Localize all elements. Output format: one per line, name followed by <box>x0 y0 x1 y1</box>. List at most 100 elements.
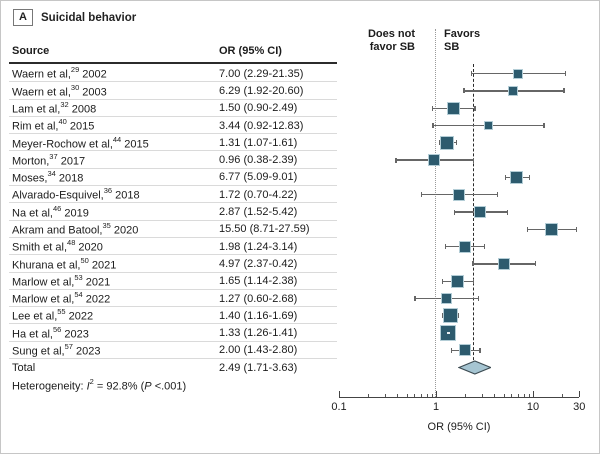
total-diamond <box>457 360 492 375</box>
x-axis-minor-tick <box>426 393 428 397</box>
row-separator <box>9 115 337 117</box>
ci-whisker-cap <box>451 347 453 353</box>
x-axis-minor-tick <box>517 393 519 397</box>
table-row: Morton,37 2017 0.96 (0.38-2.39) <box>1 151 599 169</box>
effect-size-marker <box>474 206 487 219</box>
or-ci-value: 2.00 (1.43-2.80) <box>219 344 298 357</box>
table-row: Na et al,46 2019 2.87 (1.52-5.42) <box>1 203 599 221</box>
or-ci-value: 6.77 (5.09-9.01) <box>219 171 298 184</box>
forest-plot-rows: Waern et al,29 2002 7.00 (2.29-21.35) Waer… <box>1 65 599 376</box>
heterogeneity-note: Heterogeneity: I2 = 92.8% (P <.001) <box>12 377 187 393</box>
or-ci-value: 1.33 (1.26-1.41) <box>219 327 298 340</box>
row-separator <box>9 306 337 308</box>
source-label: Ha et al,56 2023 <box>12 324 89 341</box>
table-row: Marlow et al,54 2022 1.27 (0.60-2.68) <box>1 290 599 308</box>
plot-cell <box>336 221 599 238</box>
reference-superscript: 55 <box>57 307 66 317</box>
ci-whisker-cap <box>432 123 434 129</box>
row-separator <box>9 81 337 83</box>
ci-whisker-cap <box>463 88 465 94</box>
x-axis-tick-label: 0.1 <box>331 401 347 413</box>
source-label: Waern et al,30 2003 <box>12 82 107 99</box>
reference-superscript: 53 <box>74 272 83 282</box>
reference-superscript: 30 <box>70 82 80 92</box>
reference-superscript: 46 <box>52 203 62 213</box>
i-squared-exponent: 2 <box>89 377 94 386</box>
effect-size-marker <box>544 222 558 236</box>
reference-superscript: 36 <box>103 186 113 196</box>
or-ci-value: 2.87 (1.52-5.42) <box>219 206 298 219</box>
x-axis-tick-label: 10 <box>526 401 540 413</box>
ci-whisker-cap <box>564 71 567 77</box>
ci-whisker-cap <box>441 278 443 284</box>
row-separator <box>9 150 337 152</box>
ci-whisker-cap <box>395 157 397 163</box>
reference-superscript: 50 <box>80 255 89 265</box>
ci-whisker-cap <box>496 192 498 198</box>
source-label: Total <box>12 361 36 374</box>
source-label: Waern et al,29 2002 <box>12 65 107 81</box>
or-ci-value: 3.44 (0.92-12.83) <box>219 119 304 132</box>
or-ci-value: 1.27 (0.60-2.68) <box>219 292 298 305</box>
x-axis-major-tick <box>436 391 438 397</box>
row-separator <box>9 271 337 273</box>
ci-whisker-cap <box>484 244 486 250</box>
table-row: Alvarado-Esquivel,36 2018 1.72 (0.70-4.22… <box>1 186 599 204</box>
effect-size-marker <box>442 308 458 324</box>
source-label: Lee et al,55 2022 <box>12 307 94 324</box>
or-ci-value: 1.72 (0.70-4.22) <box>219 188 298 201</box>
row-separator <box>9 98 337 100</box>
source-label: Rim et al,40 2015 <box>12 117 95 133</box>
table-header-rule <box>9 62 337 64</box>
ci-whisker-cap <box>474 105 476 111</box>
reference-superscript: 29 <box>70 65 80 75</box>
x-axis-line <box>339 397 580 399</box>
plot-header-left-line2: favor SB <box>369 41 415 53</box>
reference-superscript: 35 <box>102 220 111 230</box>
table-row: Akram and Batool,35 2020 15.50 (8.71-27.5… <box>1 220 599 238</box>
source-label: Na et al,46 2019 <box>12 203 89 220</box>
reference-superscript: 54 <box>74 290 83 300</box>
reference-superscript: 32 <box>60 99 69 109</box>
ci-whisker-cap <box>528 174 530 180</box>
row-separator <box>9 202 337 204</box>
effect-size-marker <box>452 188 465 201</box>
reference-superscript: 34 <box>47 169 56 179</box>
column-header-source: Source <box>12 45 50 57</box>
plot-header-favors-sb: Favors SB <box>444 28 514 54</box>
ci-whisker-cap <box>445 244 447 250</box>
reference-superscript: 57 <box>64 342 73 352</box>
or-ci-value: 1.50 (0.90-2.49) <box>219 102 298 115</box>
ci-whisker-cap <box>543 123 545 129</box>
plot-cell <box>336 359 599 376</box>
row-separator <box>9 254 337 256</box>
panel-title: Suicidal behavior <box>41 11 137 24</box>
x-axis-minor-tick <box>431 393 433 397</box>
effect-size-marker <box>458 240 471 253</box>
reference-superscript: 48 <box>67 238 76 248</box>
source-label: Moses,34 2018 <box>12 169 84 185</box>
source-label: Meyer-Rochow et al,44 2015 <box>12 134 149 151</box>
source-label: Alvarado-Esquivel,36 2018 <box>12 186 140 203</box>
row-separator <box>9 340 337 342</box>
plot-cell <box>336 186 599 203</box>
plot-cell <box>336 324 599 342</box>
row-separator <box>9 236 337 238</box>
ci-whisker-cap <box>456 140 458 146</box>
plot-cell <box>336 203 599 220</box>
i-squared-symbol: I <box>86 380 90 393</box>
table-row: Khurana et al,50 2021 4.97 (2.37-0.42) <box>1 255 599 273</box>
plot-cell <box>336 169 599 186</box>
x-axis-tick-label: 1 <box>432 401 440 413</box>
table-row: Moses,34 2018 6.77 (5.09-9.01) <box>1 169 599 187</box>
plot-cell <box>336 342 599 359</box>
plot-header-left-line1: Does not <box>367 28 415 40</box>
effect-size-marker <box>483 121 493 131</box>
p-value: <.001) <box>151 380 187 393</box>
effect-size-marker <box>510 170 524 184</box>
row-separator <box>9 167 337 169</box>
plot-cell <box>336 100 599 117</box>
x-axis-major-tick <box>533 391 535 397</box>
table-row: Waern et al,29 2002 7.00 (2.29-21.35) <box>1 65 599 83</box>
